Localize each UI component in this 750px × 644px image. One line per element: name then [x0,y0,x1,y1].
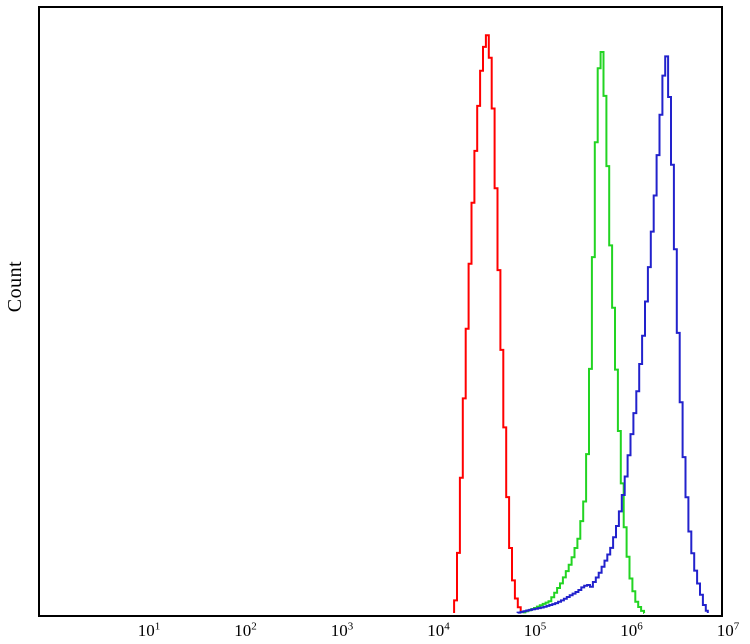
x-tick-label-10e7: 107 [716,620,740,640]
plot-area [38,6,723,617]
x-tick-label-10e4: 104 [427,620,450,640]
y-axis-label-text: Count [4,260,27,312]
x-tick-label-10e1: 101 [137,620,161,640]
x-tick-label-10e6: 106 [620,620,643,640]
x-tick-label-10e2: 102 [234,620,257,640]
x-tick-label-10e5: 105 [523,620,547,640]
y-axis-label: Count [2,226,30,346]
x-tick-label-10e3: 103 [330,620,354,640]
